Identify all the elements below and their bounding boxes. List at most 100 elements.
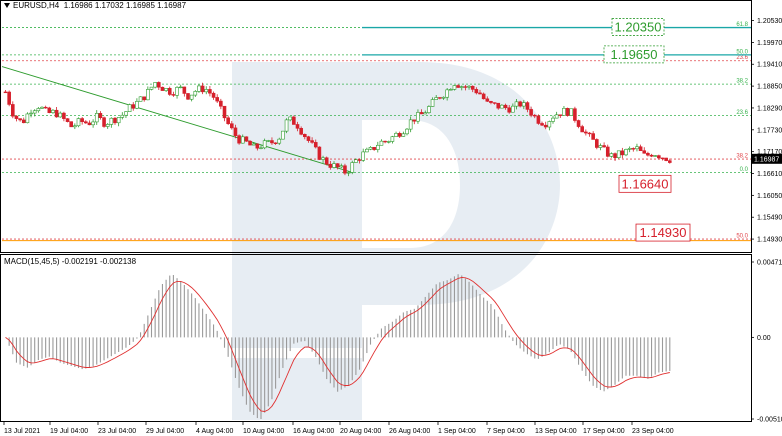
candle-body <box>419 112 424 115</box>
candle-body <box>627 148 632 150</box>
candle-body <box>157 82 161 88</box>
candle-body <box>73 125 77 128</box>
candle-body <box>175 87 179 96</box>
candle-body <box>182 86 187 94</box>
candle-body <box>273 142 278 144</box>
fib-level-label: 0.0 <box>740 167 749 173</box>
candle-body <box>551 117 555 122</box>
candle-body <box>237 135 241 144</box>
candle-body <box>591 133 595 140</box>
candle-body <box>470 85 475 90</box>
candle-body <box>288 116 293 121</box>
candle-body <box>7 91 11 105</box>
candle-body <box>230 123 234 129</box>
fib-level-label: 23.6 <box>736 110 748 116</box>
candle-body <box>379 140 384 146</box>
candle-body <box>558 114 563 116</box>
fib-level-label: 50.0 <box>736 234 748 240</box>
price-panel-frame <box>0 0 752 253</box>
candle-body <box>29 112 33 115</box>
candle-body <box>51 109 55 113</box>
candle-body <box>605 146 610 157</box>
candle-body <box>361 151 366 161</box>
candle-body <box>317 146 322 160</box>
candle-body <box>584 131 588 134</box>
candle-body <box>14 115 19 119</box>
dropdown-icon[interactable] <box>4 3 10 9</box>
candle-body <box>667 160 672 163</box>
candle-body <box>481 93 486 100</box>
candle-body <box>76 118 81 127</box>
candle-body <box>441 96 446 99</box>
candle-body <box>576 120 581 127</box>
candle-body <box>463 86 468 88</box>
candle-body <box>84 121 88 124</box>
candle-body <box>343 165 347 174</box>
time-tick-label: 4 Aug 04:00 <box>196 428 233 435</box>
time-tick-label: 23 Jul 04:00 <box>98 428 136 435</box>
time-axis: 13 Jul 2021 19 Jul 04:00 23 Jul 04:00 29 Ju… <box>3 422 674 435</box>
candle-body <box>131 104 136 109</box>
candle-body <box>649 154 654 157</box>
candle-body <box>459 86 464 88</box>
macd-tick-label: -0.005107 <box>757 417 782 424</box>
candle-body <box>529 109 533 116</box>
time-tick-label: 20 Aug 04:00 <box>340 428 381 435</box>
candle-body <box>456 85 460 88</box>
macd-signal <box>5 276 670 412</box>
time-tick-label: 17 Sep 04:00 <box>583 428 625 435</box>
candle-body <box>339 165 344 168</box>
candle-body <box>565 107 570 116</box>
time-tick-label: 10 Aug 04:00 <box>243 428 284 435</box>
candle-body <box>602 145 606 148</box>
candle-body <box>496 102 501 109</box>
candle-body <box>270 140 274 144</box>
candle-body <box>416 112 420 122</box>
price-tick-label: 1.17730 <box>757 127 782 134</box>
target-box <box>618 174 672 193</box>
candle-body <box>189 94 194 100</box>
candle-body <box>259 147 263 149</box>
target-label: 1.16640 <box>622 176 669 191</box>
time-tick-label: 13 Sep 04:00 <box>535 428 577 435</box>
candle-body <box>302 133 307 138</box>
time-tick-label: 23 Sep 04:00 <box>632 428 674 435</box>
macd-tick-label: 0.004716 <box>757 260 782 267</box>
candle-body <box>284 119 289 132</box>
macd-axis: 0.004716 0.00 -0.005107 <box>751 260 782 424</box>
candle-body <box>489 100 493 103</box>
candle-body <box>127 104 132 112</box>
candle-body <box>427 106 431 114</box>
target-box <box>603 45 665 64</box>
candle-body <box>423 112 428 115</box>
candle-body <box>116 117 121 124</box>
candle-body <box>573 108 577 121</box>
candle-body <box>562 107 566 116</box>
candle-body <box>120 114 125 118</box>
current-price-marker <box>752 153 782 164</box>
candle-body <box>281 130 285 140</box>
candle-body <box>518 101 522 107</box>
candle-body <box>164 88 168 91</box>
candle-body <box>193 91 198 96</box>
candle-body <box>219 100 223 107</box>
candle-body <box>638 146 643 152</box>
candle-body <box>430 99 435 107</box>
candle-body <box>233 127 238 136</box>
candle-body <box>109 117 114 125</box>
candle-body <box>204 89 209 93</box>
candle-body <box>299 128 303 135</box>
candle-body <box>664 157 668 161</box>
time-tick-label: 7 Sep 04:00 <box>487 428 525 435</box>
candle-body <box>36 108 41 112</box>
candle-body <box>47 107 52 113</box>
time-tick-label: 29 Jul 04:00 <box>146 428 184 435</box>
candle-body <box>197 85 201 92</box>
candle-body <box>69 121 73 128</box>
candle-body <box>138 96 143 102</box>
target-label: 1.20350 <box>615 20 662 35</box>
candle-body <box>397 133 402 137</box>
candle-body <box>594 139 599 148</box>
candle-body <box>277 138 282 144</box>
